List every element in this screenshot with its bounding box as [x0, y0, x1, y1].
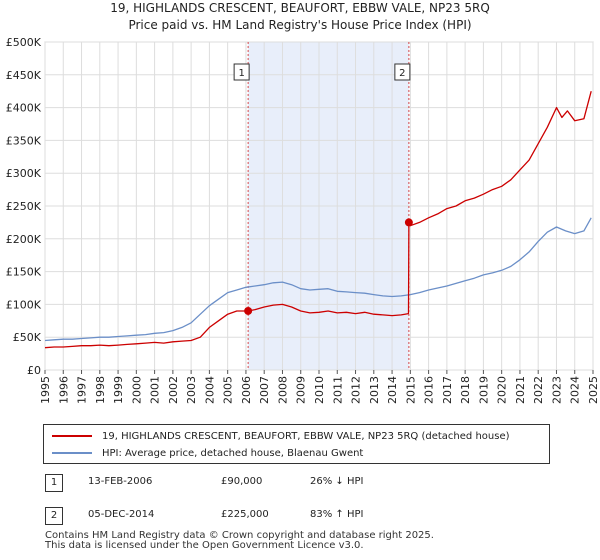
x-tick-label: 2011	[331, 376, 344, 404]
x-tick-label: 2020	[496, 376, 509, 404]
x-tick-label: 2005	[222, 376, 235, 404]
sale-price: £90,000	[221, 476, 263, 487]
sale-row: 1 13-FEB-2006 £90,000 26% ↓ HPI	[45, 474, 565, 494]
y-tick-label: £50K	[13, 331, 42, 344]
sale-number-badge: 1	[45, 474, 63, 492]
sale-marker-box: 2	[394, 63, 411, 81]
sale-point	[404, 218, 413, 227]
y-tick-label: £250K	[6, 200, 42, 213]
x-tick-label: 2025	[587, 376, 600, 404]
sale-marker-box: 1	[233, 63, 250, 81]
sale-marker-rect	[233, 63, 250, 81]
y-tick-label: £350K	[6, 134, 42, 147]
x-tick-label: 2000	[130, 376, 143, 404]
x-tick-label: 2013	[368, 376, 381, 404]
legend-item-property: 19, HIGHLANDS CRESCENT, BEAUFORT, EBBW V…	[52, 428, 510, 444]
hpi-line	[44, 217, 592, 342]
x-tick-label: 2017	[441, 376, 454, 404]
x-tick-label: 1999	[112, 376, 125, 404]
y-tick-label: £400K	[6, 102, 42, 115]
chart-header: 19, HIGHLANDS CRESCENT, BEAUFORT, EBBW V…	[0, 0, 600, 34]
legend-label-hpi: HPI: Average price, detached house, Blae…	[102, 447, 364, 459]
x-tick-label: 2016	[423, 376, 436, 404]
x-tick-label: 2015	[404, 376, 417, 404]
sale-hpi-change: 26% ↓ HPI	[310, 476, 364, 487]
x-tick-label: 2006	[240, 376, 253, 404]
y-axis-ticks: £0 £50K £100K £150K £200K £250K £300K £350K £400…	[6, 36, 42, 377]
x-tick-label: 2014	[386, 376, 399, 404]
x-tick-label: 2010	[313, 376, 326, 404]
x-tick-label: 1998	[94, 376, 107, 404]
x-tick-label: 2001	[149, 376, 162, 404]
chart-title: 19, HIGHLANDS CRESCENT, BEAUFORT, EBBW V…	[110, 1, 490, 15]
x-tick-label: 1996	[57, 376, 70, 404]
sale-row: 2 05-DEC-2014 £225,000 83% ↑ HPI	[45, 507, 565, 527]
x-tick-label: 2002	[167, 376, 180, 404]
x-tick-label: 2021	[514, 376, 527, 404]
sale-price: £225,000	[221, 509, 269, 520]
sale-hpi-change: 83% ↑ HPI	[310, 509, 364, 520]
footer-attribution: Contains HM Land Registry data © Crown c…	[45, 531, 434, 551]
sale-marker-rect	[394, 63, 411, 81]
legend-label-property: 19, HIGHLANDS CRESCENT, BEAUFORT, EBBW V…	[102, 430, 510, 442]
x-tick-label: 2012	[350, 376, 363, 404]
y-tick-label: £150K	[6, 266, 42, 279]
x-tick-label: 2004	[203, 376, 216, 404]
legend-swatch-property	[52, 435, 92, 437]
property-price-line	[44, 91, 592, 349]
sale-date: 13-FEB-2006	[88, 476, 153, 487]
chart-subtitle: Price paid vs. HM Land Registry's House …	[128, 18, 472, 32]
footer-line-licence: This data is licensed under the Open Gov…	[45, 540, 364, 551]
x-tick-label: 2003	[185, 376, 198, 404]
sale-point	[244, 306, 253, 315]
series-lines	[44, 91, 592, 349]
legend-swatch-hpi	[52, 452, 92, 454]
y-tick-label: £450K	[6, 69, 42, 82]
sale-number-badge: 2	[45, 507, 63, 525]
y-tick-label: £0	[27, 364, 41, 377]
legend: 19, HIGHLANDS CRESCENT, BEAUFORT, EBBW V…	[43, 424, 550, 464]
x-tick-label: 2007	[258, 376, 271, 404]
x-tick-label: 2018	[459, 376, 472, 404]
y-tick-label: £500K	[6, 36, 42, 49]
legend-item-hpi: HPI: Average price, detached house, Blae…	[52, 445, 363, 461]
x-axis-ticks: 1995 1996 1997 1998 1999 2000 2001 2002 2003 2004…	[39, 376, 600, 404]
y-tick-label: £200K	[6, 233, 42, 246]
grid-lines	[44, 41, 594, 374]
y-tick-label: £300K	[6, 167, 42, 180]
sale-marker-number: 2	[399, 68, 405, 79]
sale-marker-number: 1	[238, 68, 244, 79]
sale-marker-lines	[247, 42, 410, 370]
x-tick-label: 2019	[477, 376, 490, 404]
sale-date: 05-DEC-2014	[88, 509, 155, 520]
x-tick-label: 2023	[550, 376, 563, 404]
x-tick-label: 1997	[76, 376, 89, 404]
x-tick-label: 2009	[295, 376, 308, 404]
price-chart: £0 £50K £100K £150K £200K £250K £300K £350K £400…	[6, 36, 600, 404]
x-tick-label: 2024	[569, 376, 582, 404]
x-tick-label: 1995	[39, 376, 52, 404]
x-tick-label: 2008	[276, 376, 289, 404]
footer-line-copyright: Contains HM Land Registry data © Crown c…	[45, 530, 434, 541]
y-tick-label: £100K	[6, 298, 42, 311]
x-tick-label: 2022	[532, 376, 545, 404]
sale-points	[244, 218, 413, 315]
